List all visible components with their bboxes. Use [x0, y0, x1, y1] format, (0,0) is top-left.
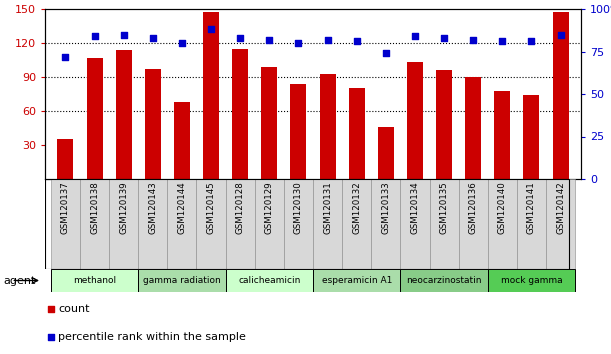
Bar: [138, 179, 167, 269]
Text: GSM120143: GSM120143: [148, 182, 157, 234]
Bar: [145, 69, 161, 179]
Bar: [138, 269, 225, 292]
Bar: [174, 102, 190, 179]
Text: GSM120130: GSM120130: [294, 182, 303, 234]
Bar: [552, 12, 569, 179]
Text: percentile rank within the sample: percentile rank within the sample: [58, 332, 246, 342]
Bar: [342, 179, 371, 269]
Point: [177, 40, 187, 46]
Text: agent: agent: [3, 275, 35, 285]
Point: [468, 37, 478, 42]
Point: [410, 33, 420, 39]
Bar: [465, 77, 481, 179]
Bar: [87, 58, 103, 179]
Point: [60, 54, 70, 59]
Bar: [320, 74, 335, 179]
Text: count: count: [58, 304, 90, 314]
Text: GSM120137: GSM120137: [61, 182, 70, 234]
Point: [352, 39, 362, 44]
Bar: [57, 139, 73, 179]
Point: [439, 35, 449, 41]
Bar: [262, 67, 277, 179]
Bar: [313, 269, 400, 292]
Text: GSM120141: GSM120141: [527, 182, 536, 234]
Bar: [203, 12, 219, 179]
Bar: [225, 269, 313, 292]
Text: GSM120129: GSM120129: [265, 182, 274, 234]
Point: [148, 35, 158, 41]
Text: mock gamma: mock gamma: [500, 276, 562, 285]
Text: GSM120140: GSM120140: [498, 182, 507, 234]
Text: methanol: methanol: [73, 276, 116, 285]
Point: [46, 334, 56, 340]
Point: [265, 37, 274, 42]
Text: esperamicin A1: esperamicin A1: [321, 276, 392, 285]
Bar: [488, 269, 575, 292]
Point: [527, 39, 536, 44]
Bar: [371, 179, 400, 269]
Bar: [109, 179, 138, 269]
Point: [381, 50, 390, 56]
Bar: [290, 84, 307, 179]
Point: [323, 37, 332, 42]
Text: GSM120135: GSM120135: [439, 182, 448, 234]
Point: [556, 32, 566, 37]
Bar: [488, 179, 517, 269]
Bar: [430, 179, 459, 269]
Bar: [546, 179, 575, 269]
Point: [497, 39, 507, 44]
Text: GSM120133: GSM120133: [381, 182, 390, 234]
Point: [206, 27, 216, 32]
Bar: [349, 88, 365, 179]
Point: [293, 40, 303, 46]
Bar: [80, 179, 109, 269]
Text: GSM120128: GSM120128: [236, 182, 244, 234]
Text: GSM120139: GSM120139: [119, 182, 128, 234]
Bar: [400, 179, 430, 269]
Text: GSM120136: GSM120136: [469, 182, 478, 234]
Point: [119, 32, 128, 37]
Bar: [378, 127, 394, 179]
Bar: [51, 269, 138, 292]
Bar: [459, 179, 488, 269]
Bar: [225, 179, 255, 269]
Point: [46, 307, 56, 312]
Bar: [400, 269, 488, 292]
Text: neocarzinostatin: neocarzinostatin: [406, 276, 482, 285]
Text: GSM120138: GSM120138: [90, 182, 99, 234]
Bar: [284, 179, 313, 269]
Text: GSM120142: GSM120142: [556, 182, 565, 234]
Text: GSM120134: GSM120134: [411, 182, 420, 234]
Point: [90, 33, 100, 39]
Bar: [436, 70, 452, 179]
Bar: [115, 50, 131, 179]
Bar: [313, 179, 342, 269]
Text: GSM120132: GSM120132: [352, 182, 361, 234]
Point: [235, 35, 245, 41]
Text: GSM120131: GSM120131: [323, 182, 332, 234]
Bar: [494, 91, 510, 179]
Text: GSM120144: GSM120144: [177, 182, 186, 234]
Text: GSM120145: GSM120145: [207, 182, 216, 234]
Bar: [255, 179, 284, 269]
Bar: [524, 95, 540, 179]
Bar: [232, 48, 248, 179]
Bar: [197, 179, 225, 269]
Text: calicheamicin: calicheamicin: [238, 276, 301, 285]
Bar: [167, 179, 197, 269]
Text: gamma radiation: gamma radiation: [143, 276, 221, 285]
Bar: [51, 179, 80, 269]
Bar: [517, 179, 546, 269]
Bar: [407, 62, 423, 179]
